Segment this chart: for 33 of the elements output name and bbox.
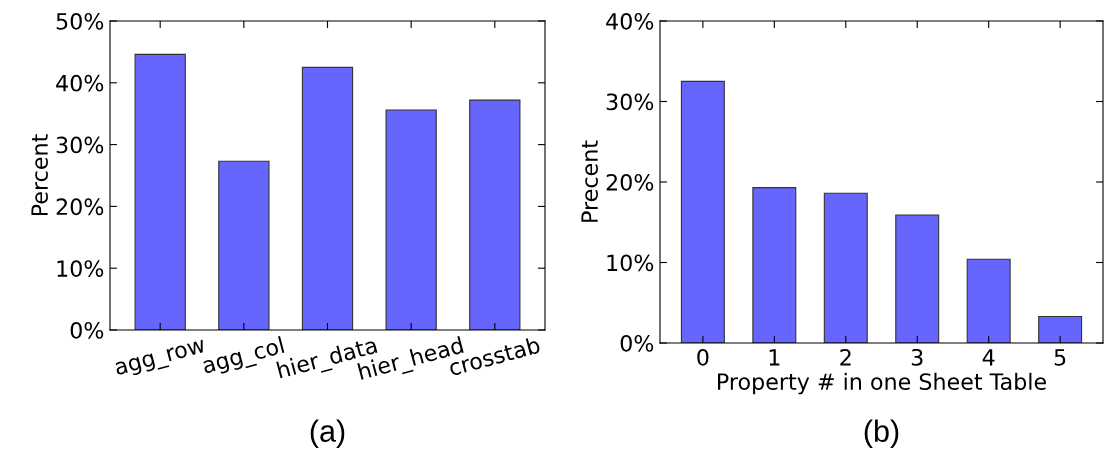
bar (469, 99, 521, 330)
bar (1038, 315, 1083, 343)
y-tick-label: 50% (56, 12, 104, 30)
x-axis-title: Property # in one Sheet Table (718, 372, 1046, 395)
y-tick-label: 20% (56, 198, 104, 216)
bar (385, 109, 437, 330)
bar (680, 80, 725, 343)
x-tick-label: 0 (697, 348, 709, 366)
text: (b) (864, 419, 899, 448)
text: (a) (310, 419, 345, 448)
y-axis-title: Precent (581, 140, 598, 222)
bar (966, 258, 1011, 343)
y-tick-label: 10% (57, 260, 104, 277)
y-tick-label: 0% (70, 321, 104, 339)
bar (218, 160, 270, 330)
bar (301, 66, 354, 330)
y-tick-label: 20% (606, 173, 654, 191)
y-tick-label: 40% (56, 74, 104, 92)
x-tick-label: 1 (769, 349, 780, 366)
x-tick-label: 3 (911, 348, 923, 366)
bar (895, 214, 940, 343)
x-tick-label: 5 (1054, 349, 1066, 366)
y-tick-label: 30% (606, 93, 654, 111)
x-tick-label: 4 (982, 349, 995, 366)
bar (823, 192, 868, 343)
y-tick-label: 40% (606, 12, 654, 30)
y-tick-label: 10% (607, 254, 654, 272)
y-tick-label: 0% (620, 334, 654, 352)
y-axis-title: Percent (31, 134, 48, 216)
x-tick-label: 2 (840, 348, 851, 366)
bar (134, 53, 186, 330)
y-tick-label: 30% (56, 136, 104, 154)
bar (752, 187, 797, 343)
